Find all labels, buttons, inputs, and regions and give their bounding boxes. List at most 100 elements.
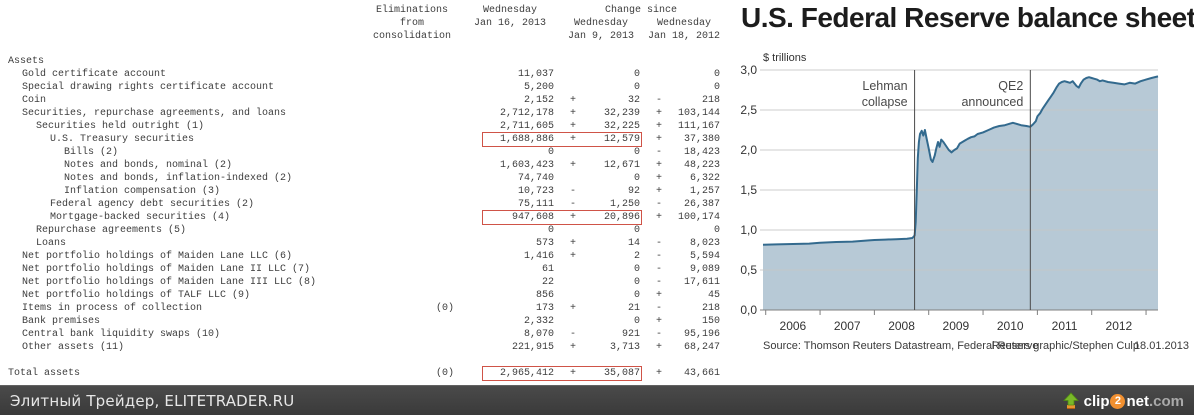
cell-week-change: 1,250 — [609, 199, 640, 210]
event-label: collapse — [862, 95, 908, 109]
cell-year-sign: - — [655, 199, 662, 210]
cell-week-sign: + — [569, 342, 576, 353]
cell-eliminations — [362, 120, 462, 133]
cell-week-change: 0 — [633, 277, 640, 288]
cell-year-sign: + — [655, 186, 662, 197]
cell-year-change: 9,089 — [689, 264, 720, 275]
cell-jan16-value: 61 — [541, 264, 554, 275]
row-label: Total assets — [8, 368, 81, 379]
clip2net-logo[interactable]: clip 2 net .com — [1062, 386, 1184, 416]
table-row: Securities, repurchase agreements, and l… — [0, 107, 724, 120]
chart-credit: Reuters graphic/Stephen Culp — [992, 340, 1139, 352]
cell-year-sign: - — [655, 264, 662, 275]
cell-year-sign: + — [655, 316, 662, 327]
cell-week-sign — [558, 81, 588, 94]
y-tick-label: 2,5 — [740, 103, 757, 117]
cell-year-change: 103,144 — [677, 108, 720, 119]
row-label: Coin — [22, 95, 47, 106]
cell-year-change: 68,247 — [683, 342, 720, 353]
table-row: Assets — [0, 55, 724, 68]
cell-week-sign: - — [569, 199, 576, 210]
cell-jan16-value: 5,200 — [523, 82, 554, 93]
site-brand: Элитный Трейдер, ELITETRADER.RU — [10, 391, 295, 410]
cell-jan16-value: 2,965,412 — [499, 368, 554, 379]
cell-eliminations — [362, 341, 462, 354]
row-label: U.S. Treasury securities — [50, 134, 195, 145]
y-tick-label: 3,0 — [740, 63, 757, 77]
logo-net-text: net — [1126, 392, 1149, 410]
row-label: Net portfolio holdings of TALF LLC (9) — [22, 290, 251, 301]
row-label: Central bank liquidity swaps (10) — [22, 329, 221, 340]
cell-week-change: 14 — [627, 238, 640, 249]
row-label: Securities, repurchase agreements, and l… — [22, 108, 287, 119]
header-change-week-line1: Wednesday — [573, 18, 628, 29]
cell-week-sign: + — [569, 95, 576, 106]
cell-year-change: 8,023 — [689, 238, 720, 249]
clip2net-arrow-icon — [1062, 392, 1079, 409]
cell-week-sign: + — [569, 134, 576, 145]
cell-week-change: 0 — [633, 82, 640, 93]
table-row: Repurchase agreements (5) 0 0 0 — [0, 224, 724, 237]
cell-year-change: 218 — [701, 303, 720, 314]
cell-week-sign: + — [569, 368, 576, 379]
row-label: Assets — [8, 56, 45, 67]
cell-jan16-value: 2,712,178 — [499, 108, 554, 119]
cell-week-sign — [558, 315, 588, 328]
table-row: Special drawing rights certificate accou… — [0, 81, 724, 94]
cell-week-sign — [558, 224, 588, 237]
cell-week-sign — [558, 172, 588, 185]
row-label: Mortgage-backed securities (4) — [50, 212, 231, 223]
table-row: Coin 2,152 +32 - 218 — [0, 94, 724, 107]
area-fill — [763, 76, 1158, 311]
row-label: Repurchase agreements (5) — [36, 225, 187, 236]
row-label: Gold certificate account — [22, 69, 167, 80]
cell-year-change — [674, 55, 724, 68]
row-label: Other assets (11) — [22, 342, 125, 353]
fed-chart-svg: $ trillions 0,0 0,5 1,0 1,5 2,0 2,5 3,0 Lehman c… — [740, 52, 1189, 352]
x-tick-label: 2009 — [943, 319, 970, 333]
cell-jan16-value: 8,070 — [523, 329, 554, 340]
cell-jan16-value: 2,152 — [523, 95, 554, 106]
cell-eliminations — [362, 185, 462, 198]
cell-year-change: 43,661 — [683, 368, 720, 379]
cell-year-change: 6,322 — [689, 173, 720, 184]
cell-week-change: 0 — [633, 69, 640, 80]
event-label: announced — [961, 95, 1023, 109]
cell-week-sign — [558, 263, 588, 276]
table-row: Central bank liquidity swaps (10) 8,070 - 9… — [0, 328, 724, 341]
row-label: Notes and bonds, inflation-indexed (2) — [64, 173, 293, 184]
data-line — [762, 75, 1159, 246]
cell-week-change: 0 — [633, 147, 640, 158]
cell-year-change: 100,174 — [677, 212, 720, 223]
table-row: Mortgage-backed securities (4) 947,608 +20… — [0, 210, 724, 225]
cell-week-change: 0 — [633, 264, 640, 275]
cell-jan16-value: 1,688,886 — [499, 134, 554, 145]
logo-clip-text: clip — [1083, 392, 1110, 410]
cell-year-change: 150 — [701, 316, 720, 327]
cell-year-sign: - — [655, 251, 662, 262]
cell-week-sign: + — [569, 121, 576, 132]
row-label: Notes and bonds, nominal (2) — [64, 160, 233, 171]
cell-year-change: 1,257 — [689, 186, 720, 197]
cell-year-change: 26,387 — [683, 199, 720, 210]
cell-week-sign — [558, 55, 588, 68]
row-label: Net portfolio holdings of Maiden Lane LL… — [22, 251, 293, 262]
header-date-line2: Jan 16, 2013 — [473, 18, 546, 29]
cell-jan16-value: 1,416 — [523, 251, 554, 262]
cell-week-sign — [558, 276, 588, 289]
cell-week-change: 0 — [633, 290, 640, 301]
cell-jan16-value: 10,723 — [517, 186, 554, 197]
cell-jan16-value: 74,740 — [517, 173, 554, 184]
cell-eliminations — [362, 276, 462, 289]
cell-year-sign: + — [655, 121, 662, 132]
cell-jan16-value: 75,111 — [517, 199, 554, 210]
table-row: Net portfolio holdings of Maiden Lane II… — [0, 276, 724, 289]
header-change-year-line2: Jan 18, 2012 — [647, 31, 720, 42]
cell-week-sign: + — [569, 108, 576, 119]
cell-year-sign: + — [655, 290, 662, 301]
cell-eliminations — [362, 172, 462, 185]
cell-eliminations — [362, 94, 462, 107]
cell-week-sign: + — [569, 251, 576, 262]
table-row: Total assets (0) 2,965,412 +35,087 +43,661 — [0, 366, 724, 381]
cell-year-change: 45 — [707, 290, 720, 301]
